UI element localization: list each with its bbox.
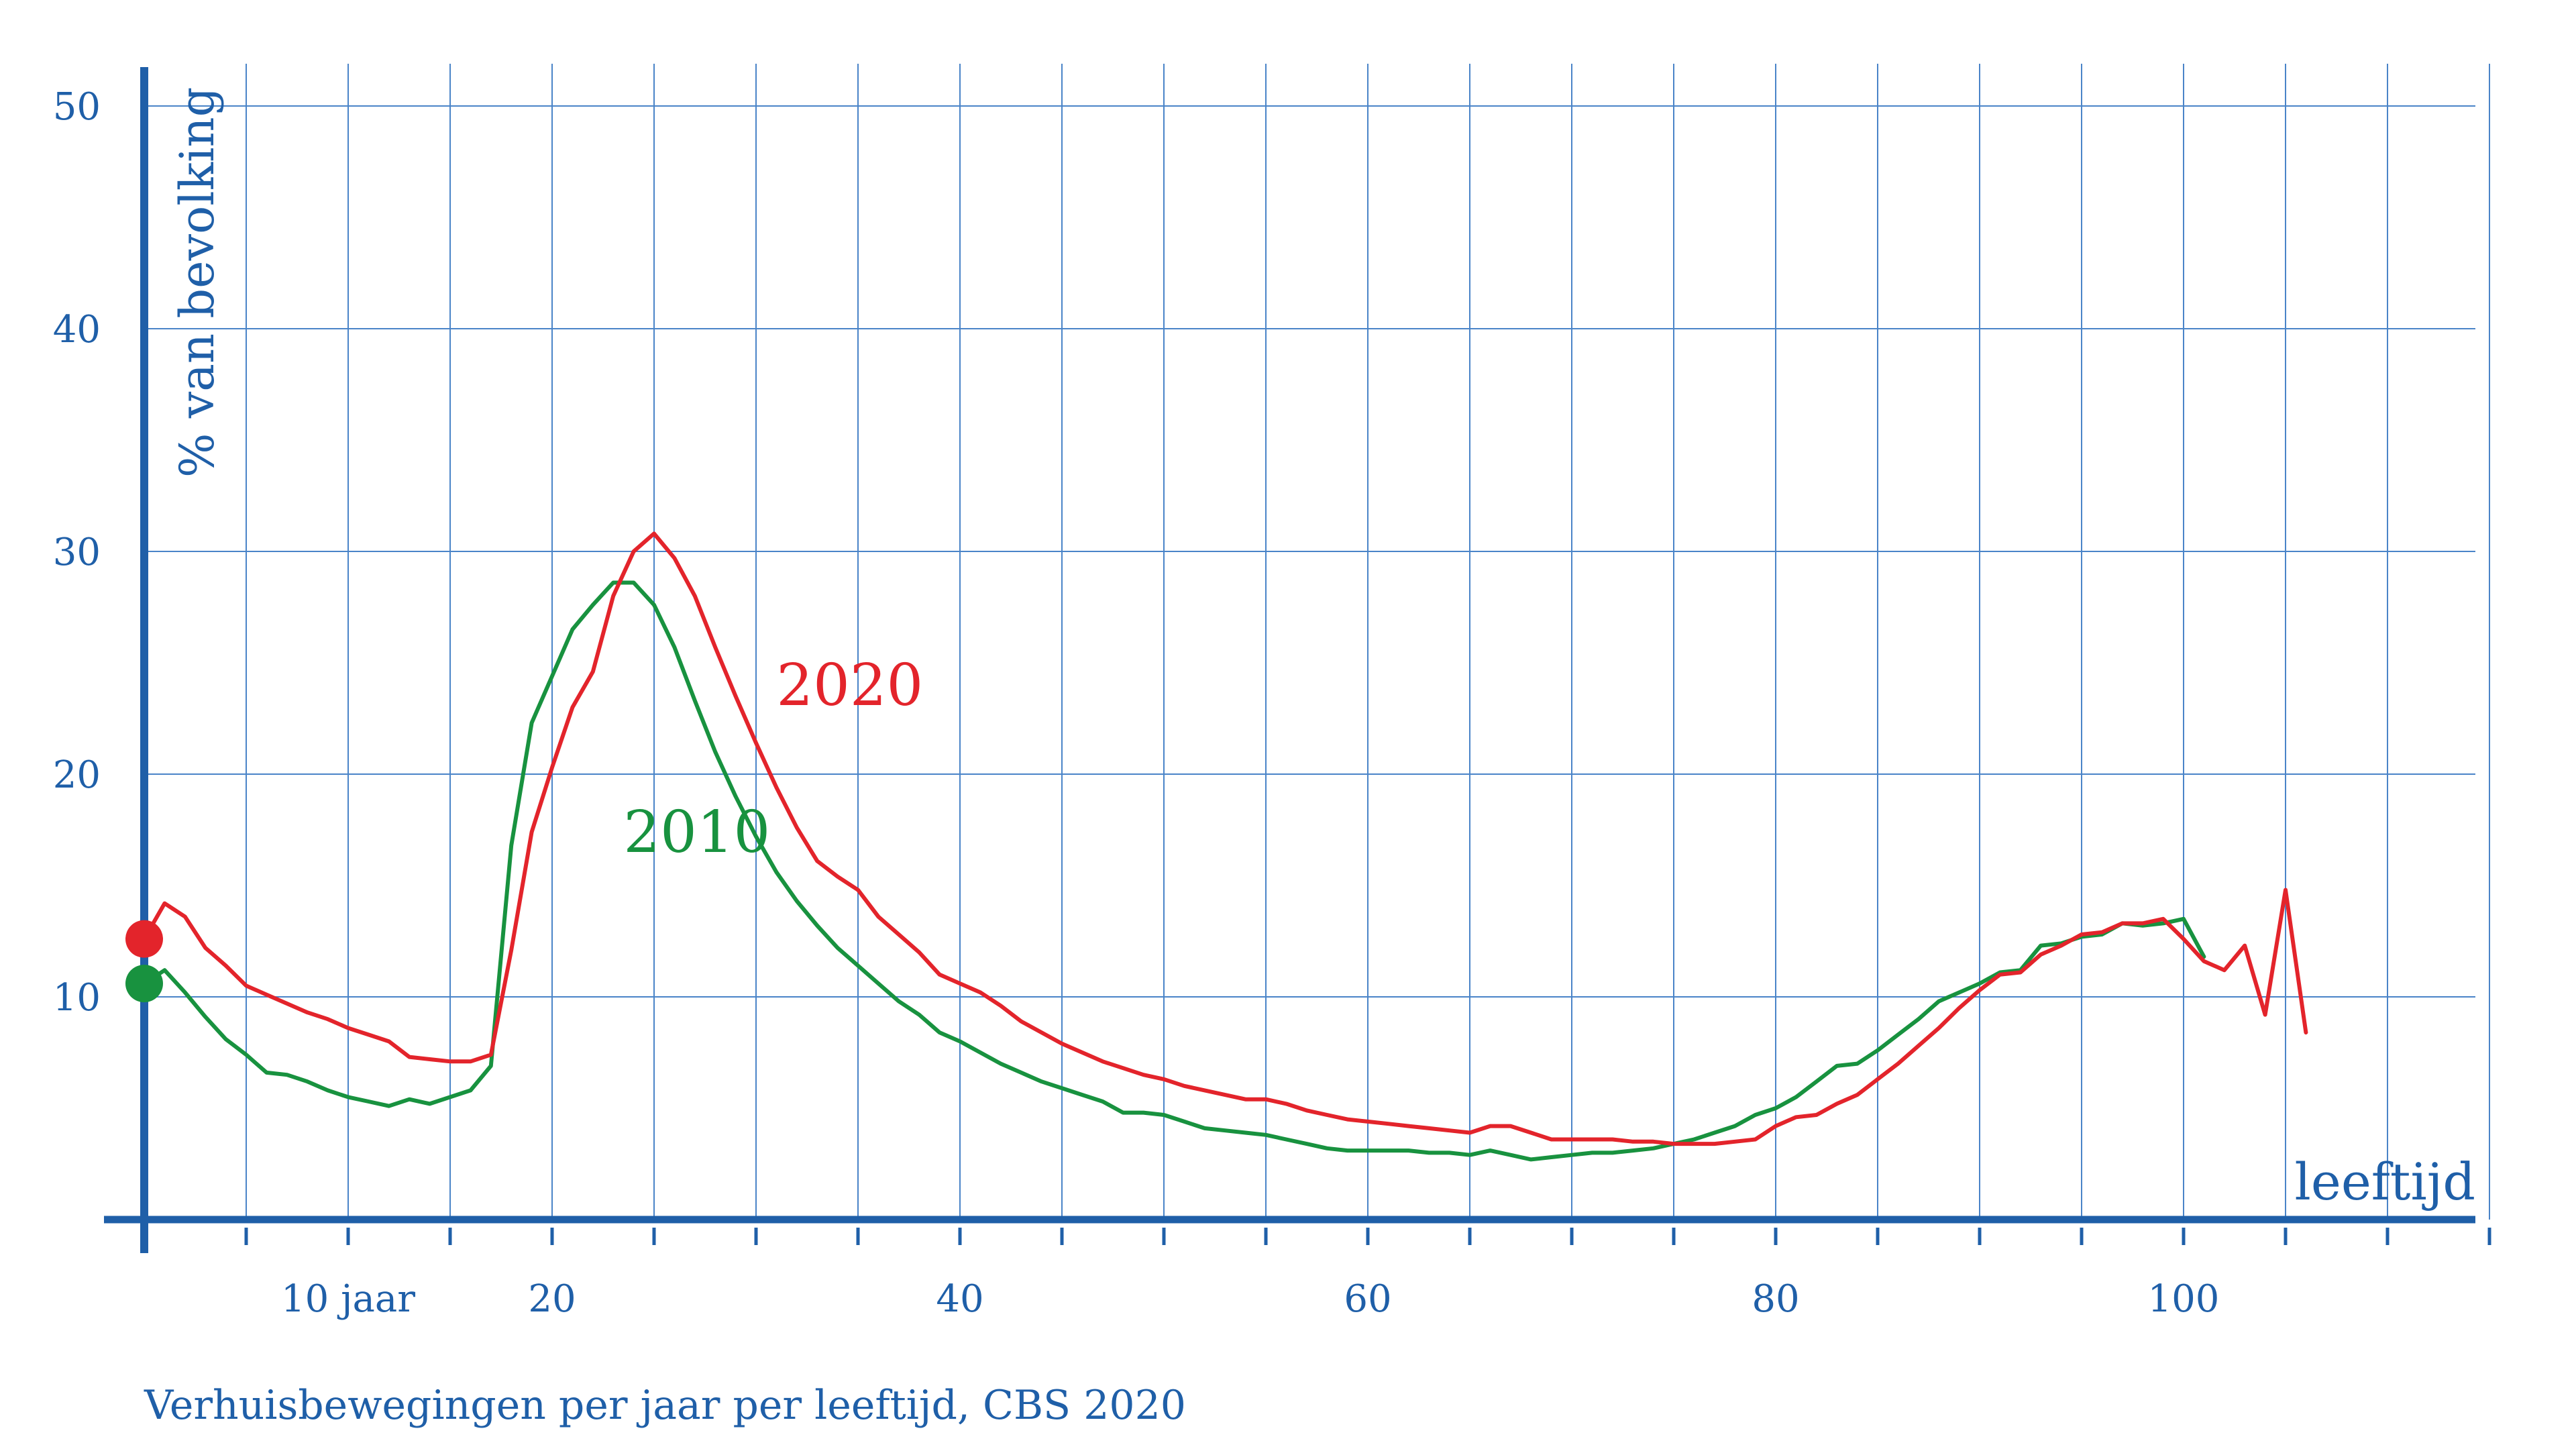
series-label-2010: 2010 [623, 799, 770, 866]
x-axis-ticks: 10 jaar 20 40 60 80 100 [244, 1228, 2491, 1321]
x-tick-label-80: 80 [1752, 1277, 1799, 1321]
data-series: 2010 2020 [125, 531, 2308, 1162]
vertical-gridlines [246, 64, 2490, 1220]
y-tick-label-30: 30 [53, 531, 101, 574]
series-start-dot-2020 [125, 920, 163, 958]
y-axis-label: % van bevolking [170, 87, 225, 478]
x-tick-label-20: 20 [528, 1277, 576, 1321]
series-start-dot-2010 [125, 965, 163, 1003]
x-tick-label-60: 60 [1344, 1277, 1391, 1321]
x-axis-label: leeftijd [2295, 1152, 2475, 1212]
series-line-2020 [142, 531, 2308, 1146]
y-tick-label-50: 50 [53, 85, 101, 129]
y-tick-label-40: 40 [53, 308, 101, 352]
axes [104, 67, 2475, 1253]
y-axis-ticks: 10 20 30 40 50 [53, 85, 101, 1020]
y-tick-label-20: 20 [53, 753, 101, 797]
series-line-2010 [142, 580, 2206, 1162]
x-tick-label-100: 100 [2148, 1277, 2220, 1321]
x-tick-label-40: 40 [936, 1277, 983, 1321]
x-tick-label-10: 10 jaar [281, 1277, 415, 1321]
series-label-2020: 2020 [776, 652, 923, 719]
horizontal-gridlines [144, 105, 2475, 998]
y-tick-label-10: 10 [53, 976, 101, 1020]
chart-caption: Verhuisbewegingen per jaar per leeftijd,… [144, 1382, 1186, 1429]
